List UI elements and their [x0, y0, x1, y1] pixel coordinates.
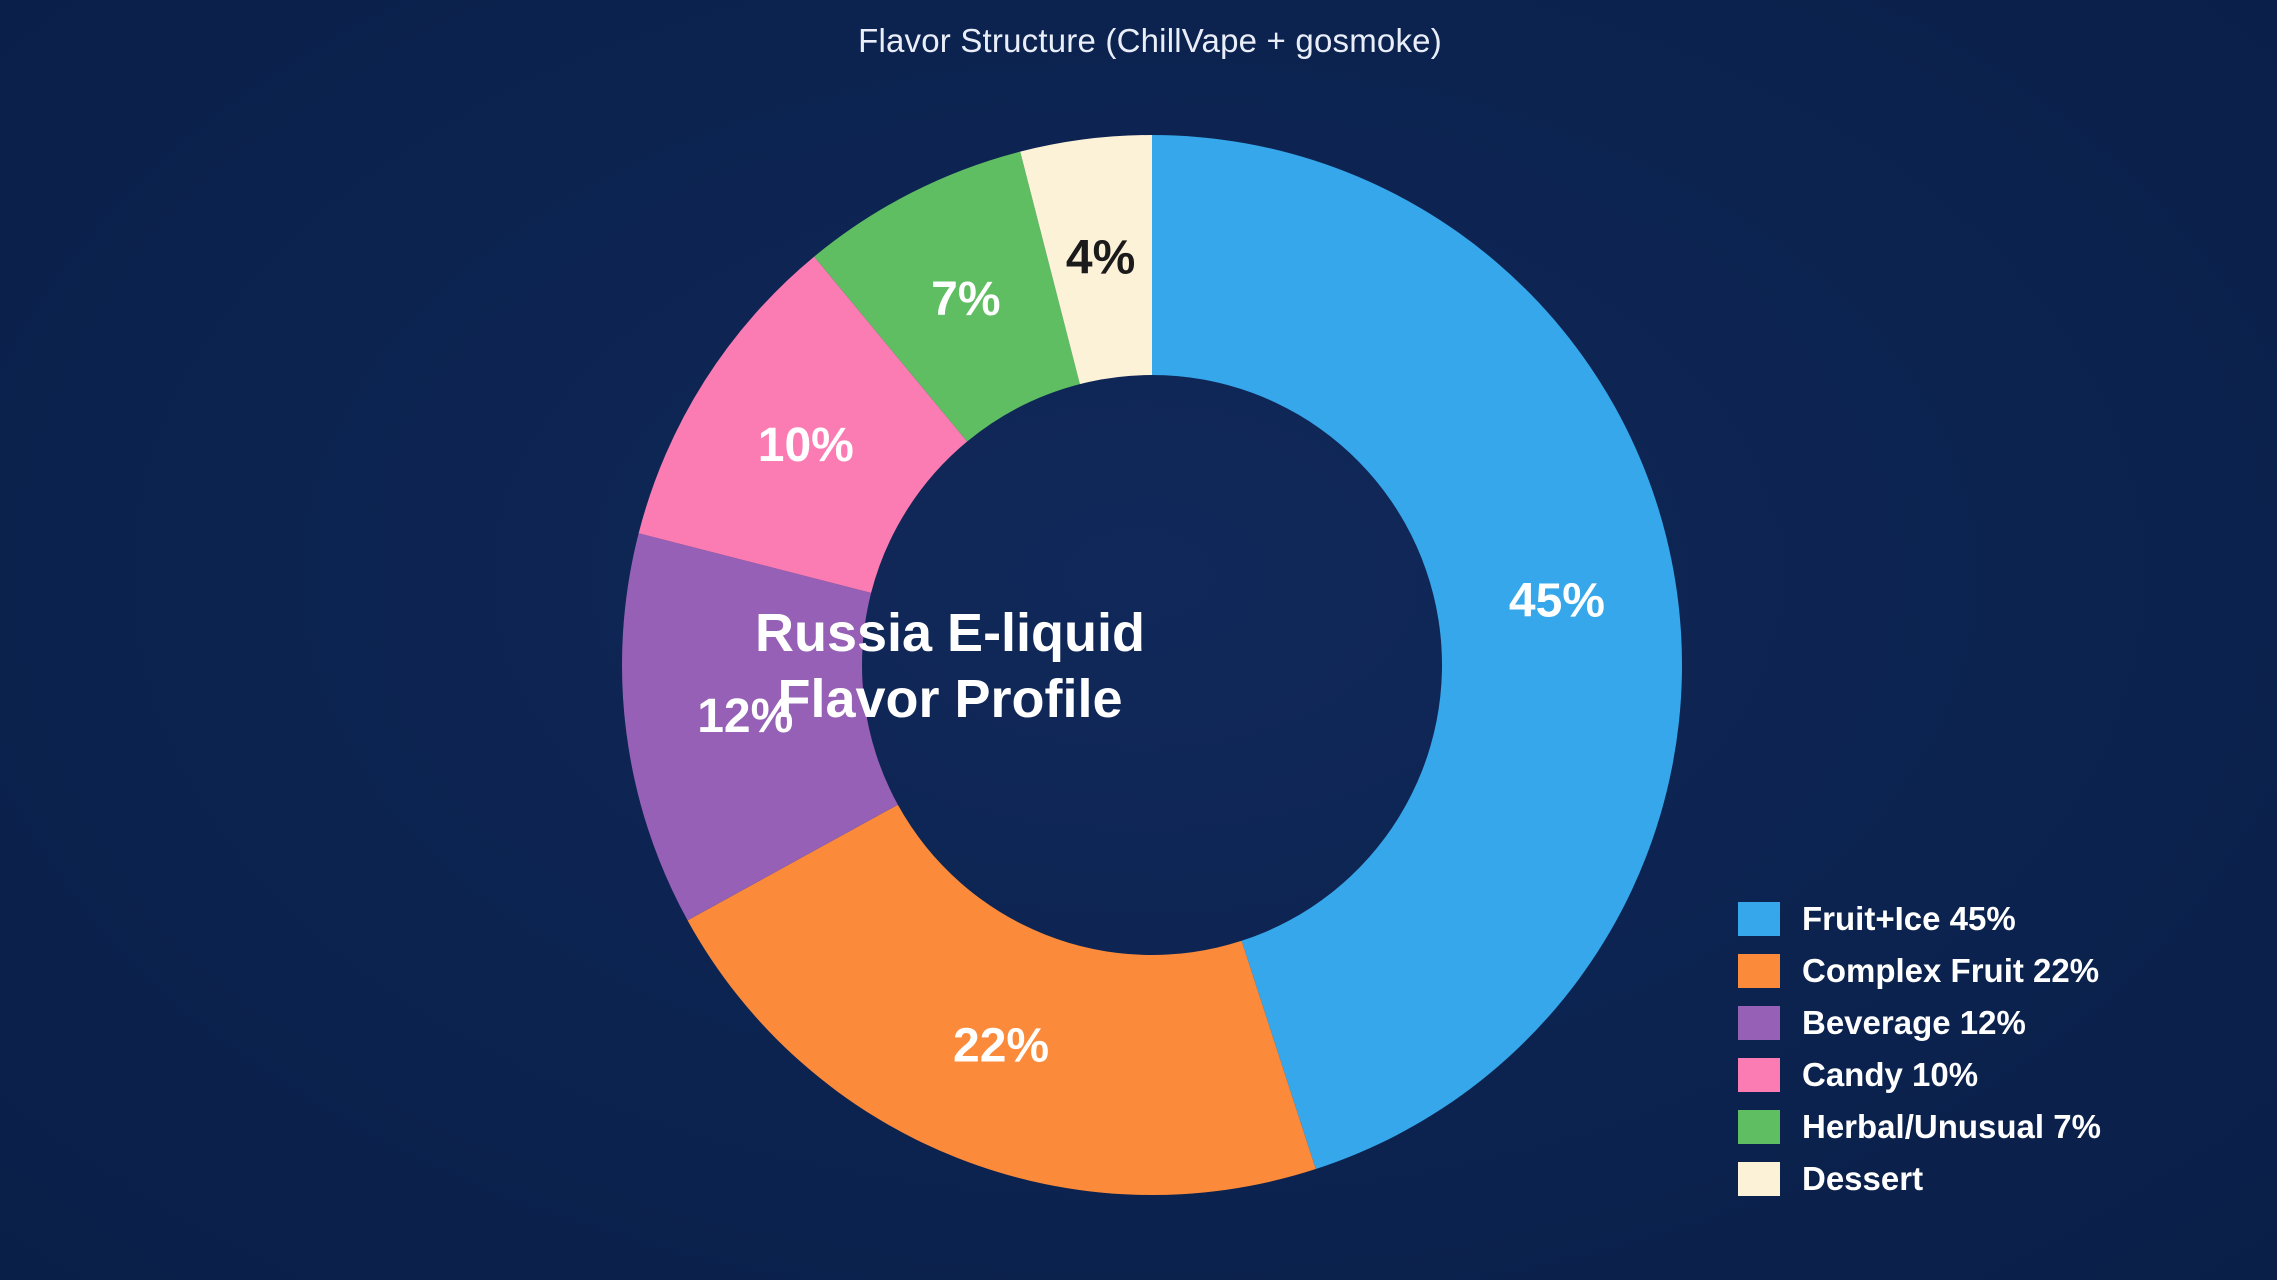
slice-label-fruit-ice: 45%	[1509, 574, 1605, 627]
legend-label-herbal-unusual: Herbal/Unusual 7%	[1802, 1108, 2101, 1145]
legend-swatch-herbal-unusual	[1738, 1110, 1780, 1144]
legend-label-candy: Candy 10%	[1802, 1056, 1979, 1093]
slice-label-complex-fruit: 22%	[953, 1020, 1049, 1073]
legend-label-fruit-ice: Fruit+Ice 45%	[1802, 900, 2016, 937]
legend-swatch-fruit-ice	[1738, 902, 1780, 936]
legend-label-dessert: Dessert	[1802, 1160, 1924, 1197]
legend-swatch-dessert	[1738, 1162, 1780, 1196]
slice-label-beverage: 12%	[697, 690, 793, 743]
slice-dessert	[1020, 135, 1152, 385]
legend-label-beverage: Beverage 12%	[1802, 1004, 2026, 1041]
center-label-line-1: Russia E-liquid	[754, 603, 1146, 663]
slice-fruit-ice	[1152, 135, 1683, 1170]
legend-item-dessert: Dessert	[1738, 1153, 2101, 1205]
slice-candy	[638, 256, 968, 593]
legend-label-complex-fruit: Complex Fruit 22%	[1802, 952, 2100, 989]
legend-item-complex-fruit: Complex Fruit 22%	[1738, 945, 2101, 997]
legend: Fruit+Ice 45% Complex Fruit 22% Beverage…	[1738, 893, 2101, 1205]
slice-beverage	[621, 533, 898, 921]
slice-label-candy: 10%	[758, 419, 854, 472]
legend-item-beverage: Beverage 12%	[1738, 997, 2101, 1049]
legend-item-fruit-ice: Fruit+Ice 45%	[1738, 893, 2101, 945]
center-label-line-2: Flavor Profile	[777, 669, 1123, 729]
legend-swatch-complex-fruit	[1738, 954, 1780, 988]
legend-swatch-beverage	[1738, 1006, 1780, 1040]
legend-item-herbal-unusual: Herbal/Unusual 7%	[1738, 1101, 2101, 1153]
slice-label-dessert: 4%	[1066, 232, 1135, 285]
legend-item-candy: Candy 10%	[1738, 1049, 2101, 1101]
slice-complex-fruit	[687, 804, 1316, 1195]
chart-title: Flavor Structure (ChillVape + gosmoke)	[858, 22, 1442, 59]
slice-label-herbal-unusual: 7%	[931, 273, 1000, 326]
slice-herbal-unusual	[814, 151, 1080, 442]
legend-swatch-candy	[1738, 1058, 1780, 1092]
center-label: Russia E-liquid Flavor Profile	[750, 600, 1150, 732]
